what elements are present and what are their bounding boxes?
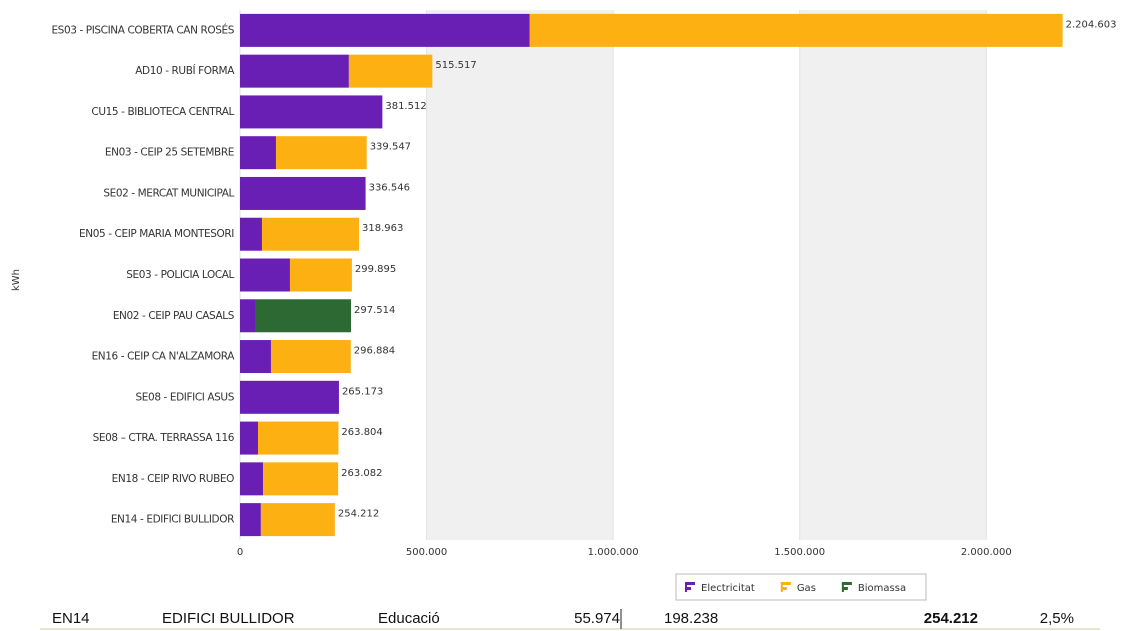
category-label: ES03 - PISCINA COBERTA CAN ROSÉS [51,23,234,36]
bar-segment [240,258,290,292]
legend-swatch [780,582,783,592]
bar-segment [260,503,335,537]
legend-swatch [841,587,848,590]
table-cell: EDIFICI BULLIDOR [162,610,295,627]
x-tick-label: 0 [237,547,243,558]
bar-segment [240,95,383,129]
bar-segment [240,380,339,414]
bar-segment [240,503,261,537]
bar-segment [261,217,360,251]
grid-band [426,10,614,540]
legend-box [675,573,927,601]
bar-segment [240,462,263,496]
legend-swatch [685,582,687,592]
category-label: EN05 - CEIP MARIA MONTESORI [79,228,234,240]
bar-segment [240,136,276,170]
bar-segment [240,54,349,88]
category-label: CU15 - BIBLIOTECA CENTRAL [91,106,234,118]
x-tick-label: 1.500.000 [774,547,825,558]
x-tick-label: 2.000.000 [961,547,1012,558]
bar-segment [262,462,339,496]
y-axis-label: kWh [11,269,22,291]
total-label: 318.963 [362,223,403,234]
grid-band [799,10,987,540]
total-label: 381.512 [385,101,426,112]
table-cell: 55.974 [574,610,620,627]
total-label: 254.212 [338,509,379,520]
category-label: EN02 - CEIP PAU CASALS [113,310,235,322]
legend-swatch [780,587,787,590]
table-cell: 198.238 [664,610,718,627]
bar-segment [240,217,262,251]
category-label: EN16 - CEIP CA N'ALZAMORA [92,351,236,363]
table-cell: 2,5% [1040,610,1074,627]
total-label: 263.804 [341,427,382,438]
legend-swatch [841,582,852,585]
legend-swatch [780,582,791,585]
total-label: 299.895 [355,264,396,275]
legend-label: Biomassa [858,583,906,594]
x-tick-label: 1.000.000 [588,547,639,558]
legend-label: Gas [797,583,816,594]
legend-swatch [685,582,695,585]
bar-segment [240,340,271,374]
total-label: 265.173 [342,386,383,397]
legend-label: Electricitat [701,583,755,594]
category-label: AD10 - RUBÍ FORMA [135,64,235,77]
total-label: 515.517 [435,60,476,71]
total-label: 263.082 [341,468,382,479]
bar-segment [529,13,1063,47]
category-label: EN03 - CEIP 25 SETEMBRE [105,147,234,159]
bar-segment [255,299,352,333]
category-label: SE02 - MERCAT MUNICIPAL [103,187,234,199]
category-label: SE08 – CTRA. TERRASSA 116 [93,432,235,444]
table-cell: EN14 [52,610,90,627]
bar-segment [240,13,530,47]
category-label: SE03 - POLICIA LOCAL [126,269,234,281]
bar-segment [348,54,433,88]
total-label: 339.547 [370,142,411,153]
bar-segment [275,136,367,170]
category-label: SE08 - EDIFICI ASUS [136,391,235,403]
table-cell: Educació [378,610,440,627]
bar-segment [240,421,258,455]
total-label: 2.204.603 [1066,19,1117,30]
bar-segment [240,176,366,210]
bar-segment [257,421,339,455]
bar-segment [289,258,352,292]
bar-segment [240,299,256,333]
legend-swatch [841,582,844,592]
bar-segment [270,340,351,374]
total-label: 297.514 [354,305,395,316]
total-label: 336.546 [369,182,410,193]
x-tick-label: 500.000 [406,547,447,558]
total-label: 296.884 [354,346,395,357]
table-cell: 254.212 [924,610,978,627]
legend-swatch [685,587,691,590]
category-label: EN14 - EDIFICI BULLIDOR [111,514,234,526]
category-label: EN18 - CEIP RIVO RUBEO [112,473,234,485]
